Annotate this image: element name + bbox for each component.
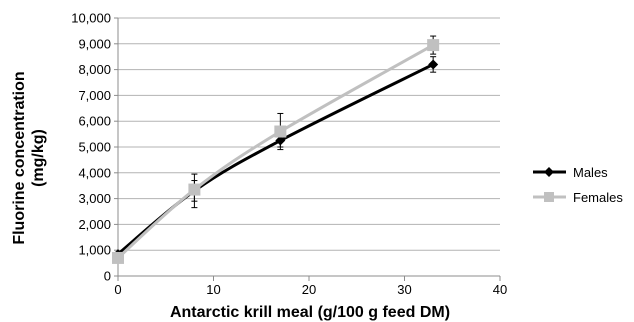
y-tick-label: 3,000 <box>78 191 111 206</box>
y-axis-title-line-1: Fluorine concentration <box>11 71 28 244</box>
x-tick-label: 30 <box>397 282 411 297</box>
data-point-females <box>427 39 440 52</box>
y-tick-label: 8,000 <box>78 62 111 77</box>
x-tick-label: 0 <box>114 282 121 297</box>
y-tick-label: 6,000 <box>78 114 111 129</box>
y-axis-title-line-2: (mg/kg) <box>30 129 47 187</box>
data-point-males <box>275 135 286 146</box>
grid-lines <box>118 17 500 251</box>
legend-item-females: Females <box>533 190 623 205</box>
x-tick-label: 40 <box>493 282 507 297</box>
y-tick-label: 1,000 <box>78 243 111 258</box>
legend-marker-males <box>544 167 554 177</box>
y-tick-label: 4,000 <box>78 165 111 180</box>
legend-label-males: Males <box>573 165 608 180</box>
y-tick-labels: 0 1,000 2,000 3,000 4,000 5,000 6,000 7,000 8,00… <box>71 11 118 284</box>
x-tick-label: 20 <box>302 282 316 297</box>
data-point-females <box>188 183 201 196</box>
y-axis-title: Fluorine concentration (mg/kg) <box>11 71 47 244</box>
legend-label-females: Females <box>573 190 623 205</box>
y-tick-label: 9,000 <box>78 36 111 51</box>
series-line-males <box>117 63 434 256</box>
data-point-females <box>112 251 124 264</box>
y-tick-label: 5,000 <box>78 140 111 155</box>
y-tick-label: 0 <box>104 269 111 284</box>
x-axis-title: Antarctic krill meal (g/100 g feed DM) <box>170 304 450 321</box>
y-tick-label: 10,000 <box>71 11 111 26</box>
series-layer <box>112 35 440 264</box>
legend-item-males: Males <box>533 165 608 180</box>
series-line-females <box>116 43 434 260</box>
y-tick-label: 7,000 <box>78 88 111 103</box>
data-point-males <box>428 59 439 70</box>
y-tick-label: 2,000 <box>78 217 111 232</box>
x-tick-labels: 0 10 20 30 40 <box>114 276 507 297</box>
legend-marker-females <box>544 192 554 202</box>
data-point-females <box>274 125 287 138</box>
legend: Males Females <box>533 165 623 205</box>
x-tick-label: 10 <box>206 282 220 297</box>
